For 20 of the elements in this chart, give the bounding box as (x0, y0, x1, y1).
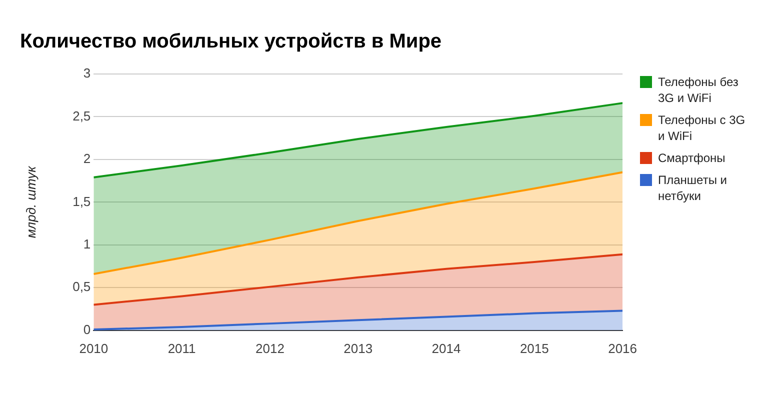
x-tick-label: 2012 (256, 340, 284, 356)
legend-label: Смартфоны (658, 150, 726, 166)
x-tick-label: 2014 (432, 340, 461, 356)
y-tick-label: 3 (83, 66, 91, 81)
y-tick-label: 2,5 (72, 108, 91, 124)
x-tick-label: 2016 (608, 340, 637, 356)
y-tick-label: 0 (83, 322, 91, 337)
legend-label: Телефоны с 3G и WiFi (658, 112, 746, 144)
x-tick-label: 2015 (520, 340, 549, 356)
y-tick-label: 1 (83, 236, 91, 252)
y-tick-label: 1,5 (72, 194, 91, 209)
legend-label: Планшеты и нетбуки (658, 172, 728, 204)
y-tick-label: 0,5 (72, 279, 91, 294)
x-tick-label: 2013 (344, 340, 373, 356)
x-tick-label: 2011 (168, 340, 196, 356)
chart-title: Количество мобильных устройств в Мире (20, 30, 442, 53)
legend-label: Телефоны без 3G и WiFi (658, 74, 740, 106)
y-axis-title: млрд. штук (23, 165, 38, 238)
x-tick-label: 2010 (79, 340, 108, 356)
y-tick-label: 2 (83, 151, 91, 166)
